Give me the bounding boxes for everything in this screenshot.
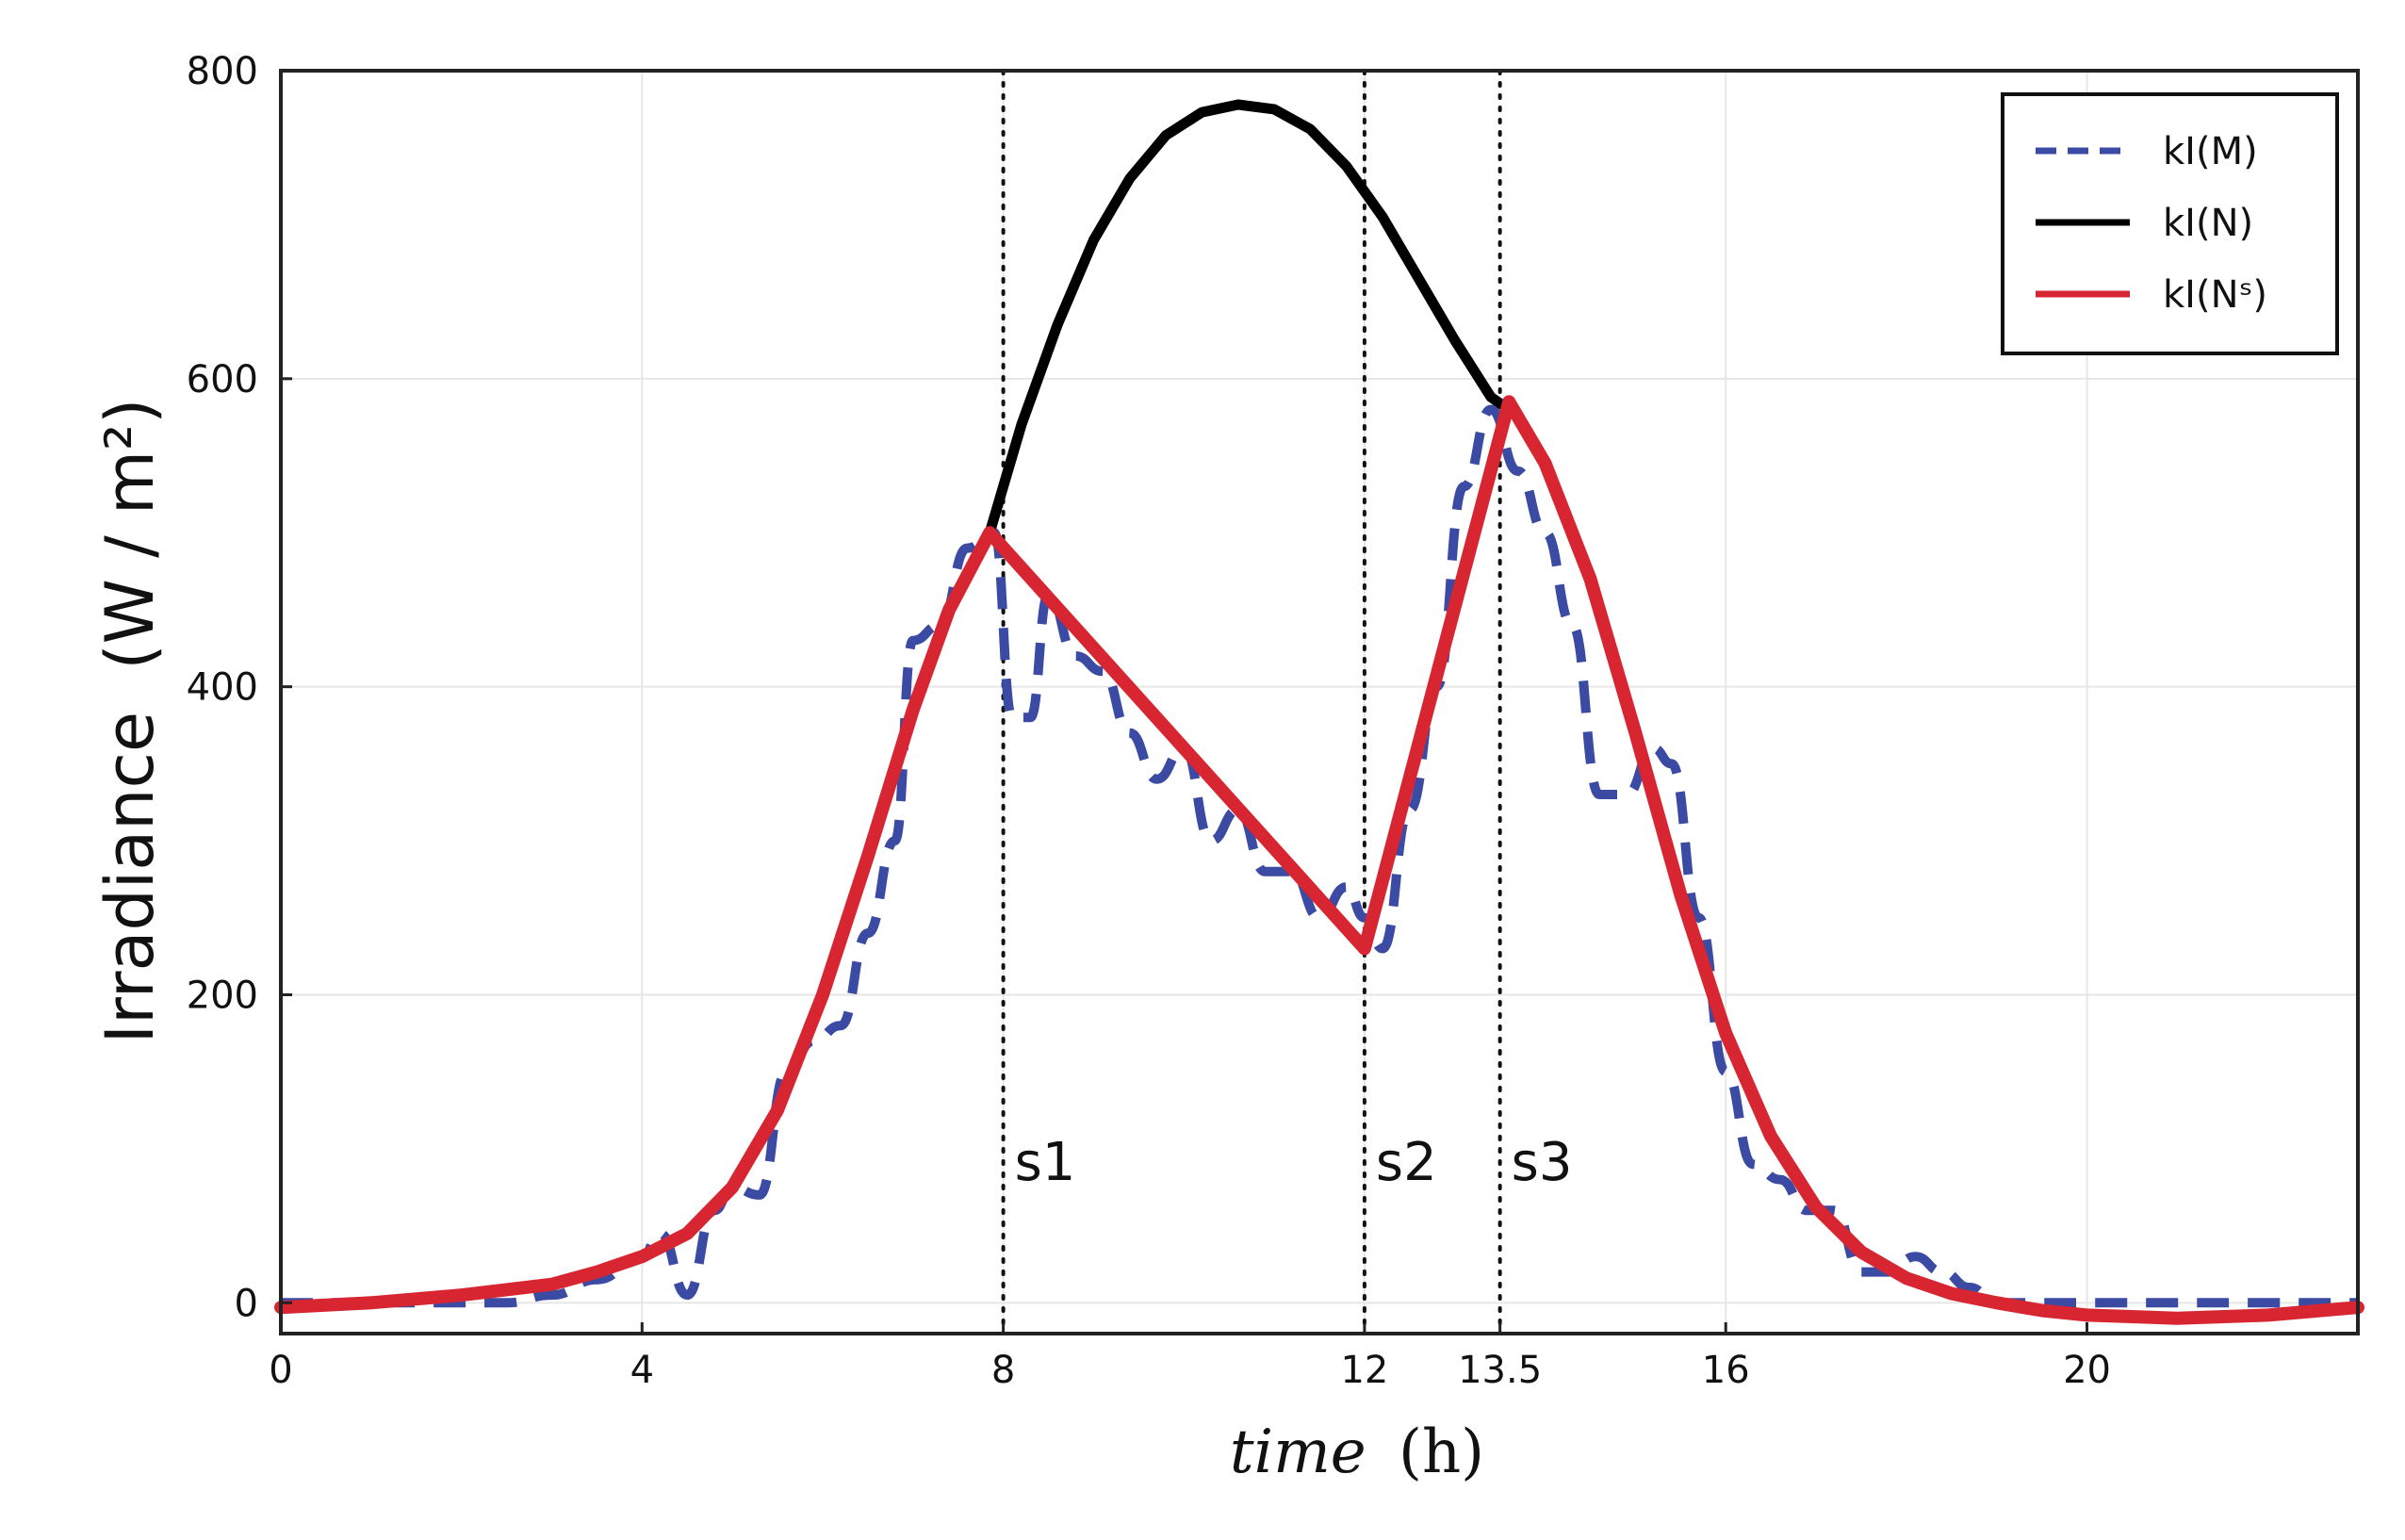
x-axis-label-text: time (h) <box>1230 1417 1484 1487</box>
annotation-s2: s2 <box>1376 1132 1437 1193</box>
y-tick-label-200: 200 <box>187 974 258 1017</box>
x-tick-label-0: 0 <box>269 1349 292 1392</box>
x-tick-label-4: 4 <box>630 1349 654 1392</box>
annotation-s3: s3 <box>1512 1132 1573 1193</box>
plot-frame <box>279 69 2360 1335</box>
y-axis-label-text: Irradiance (W / m²) <box>91 398 169 1043</box>
legend-label-1: kI(N) <box>2163 202 2253 245</box>
x-tick-label-8: 8 <box>991 1349 1015 1392</box>
y-axis-label-unit: (W / m²) <box>91 398 169 669</box>
legend: kI(M) kI(N) kI(Nˢ) <box>2001 92 2339 355</box>
axis-labels: Irradiance (W / m²) time (h) <box>91 398 1484 1487</box>
x-tick-label-16: 16 <box>1702 1349 1750 1392</box>
x-axis-label-unit: (h) <box>1399 1417 1484 1487</box>
y-tick-label-600: 600 <box>187 358 258 401</box>
x-tick-label-12: 12 <box>1340 1349 1388 1392</box>
y-tick-label-800: 800 <box>187 50 258 93</box>
legend-label-2: kI(Nˢ) <box>2163 273 2267 317</box>
data-series <box>274 99 2364 1325</box>
legend-label-0: kI(M) <box>2163 130 2258 173</box>
series-line-1 <box>984 99 1514 538</box>
x-axis-label-name: time <box>1230 1417 1366 1487</box>
annotation-s1: s1 <box>1015 1132 1076 1193</box>
y-axis-label: Irradiance (W / m²) <box>91 398 169 1043</box>
series-line-0 <box>281 404 2358 1308</box>
y-tick-label-0: 0 <box>235 1282 258 1325</box>
segment-markers: s1 s2 s3 <box>1001 69 1573 1335</box>
x-tick-label-13-5: 13.5 <box>1458 1349 1542 1392</box>
x-tick-label-20: 20 <box>2063 1349 2111 1392</box>
y-tick-label-400: 400 <box>187 666 258 710</box>
y-axis-label-name: Irradiance <box>91 712 169 1044</box>
series-line-2 <box>274 395 2364 1325</box>
